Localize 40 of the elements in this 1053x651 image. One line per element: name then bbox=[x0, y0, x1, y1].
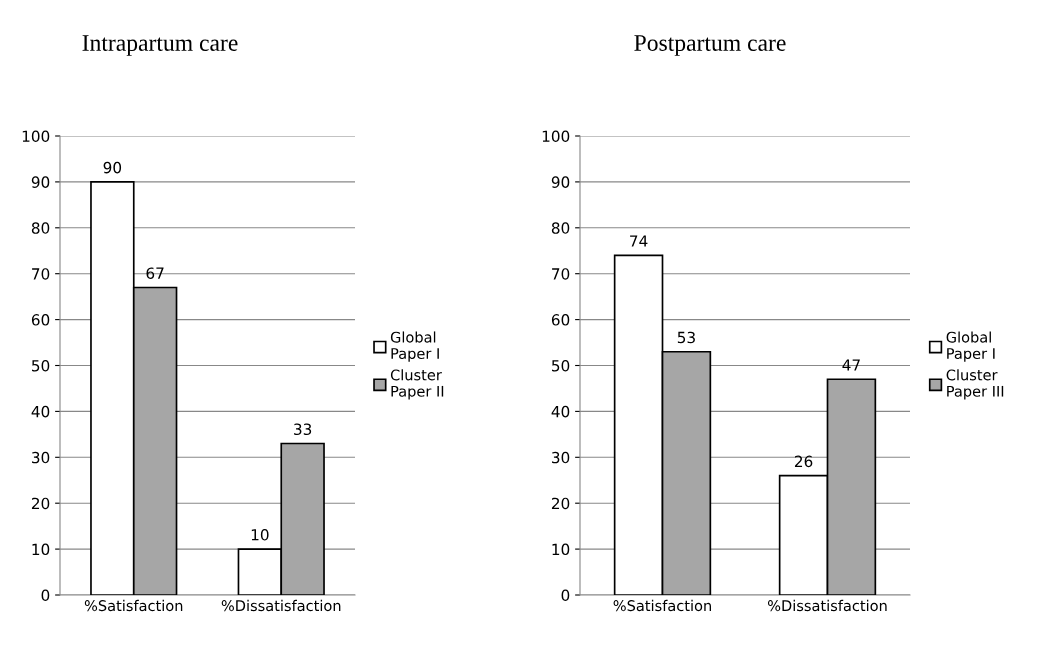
y-tick-label: 30 bbox=[552, 451, 570, 464]
legend-label: Cluster Paper III bbox=[946, 369, 1004, 400]
y-tick-label: 10 bbox=[552, 543, 570, 556]
y-tick-label: 0 bbox=[41, 589, 50, 602]
data-label: 26 bbox=[794, 455, 813, 468]
y-tick-label: 100 bbox=[22, 130, 50, 143]
data-label: 53 bbox=[677, 331, 695, 344]
y-tick-label: 0 bbox=[561, 589, 570, 602]
x-tick-label: %Satisfaction bbox=[613, 599, 711, 612]
y-tick-label: 50 bbox=[552, 359, 570, 372]
data-label: 90 bbox=[103, 161, 122, 174]
y-tick-label: 70 bbox=[552, 268, 570, 280]
data-label: 33 bbox=[294, 423, 312, 436]
y-tick-label: 60 bbox=[31, 314, 50, 326]
data-label: 67 bbox=[146, 267, 164, 279]
y-tick-label: 20 bbox=[31, 497, 50, 510]
y-tick-label: 70 bbox=[32, 268, 50, 280]
data-label: 47 bbox=[842, 359, 860, 371]
y-tick-label: 40 bbox=[551, 405, 570, 418]
y-tick-label: 100 bbox=[542, 130, 570, 143]
y-tick-label: 80 bbox=[31, 222, 50, 234]
chart-title: Intrapartum care bbox=[82, 35, 238, 56]
y-tick-label: 30 bbox=[32, 451, 50, 464]
x-tick-label: %Satisfaction bbox=[84, 599, 183, 612]
x-tick-label: %Dissatisfaction bbox=[221, 599, 341, 612]
y-tick-label: 10 bbox=[32, 543, 50, 556]
legend-label: Cluster Paper II bbox=[390, 369, 444, 400]
legend-label: Global Paper I bbox=[946, 331, 995, 362]
y-tick-label: 60 bbox=[551, 314, 570, 326]
y-tick-label: 90 bbox=[31, 176, 50, 188]
y-tick-label: 50 bbox=[32, 359, 50, 372]
data-label: 74 bbox=[630, 235, 648, 247]
y-tick-label: 20 bbox=[551, 497, 570, 510]
y-tick-label: 40 bbox=[31, 405, 50, 418]
y-tick-label: 90 bbox=[551, 176, 570, 188]
legend-label: Global Paper I bbox=[390, 331, 439, 362]
chart-title: Postpartum care bbox=[634, 35, 786, 56]
x-tick-label: %Dissatisfaction bbox=[767, 599, 887, 612]
y-tick-label: 80 bbox=[551, 222, 570, 234]
data-label: 10 bbox=[251, 529, 269, 541]
